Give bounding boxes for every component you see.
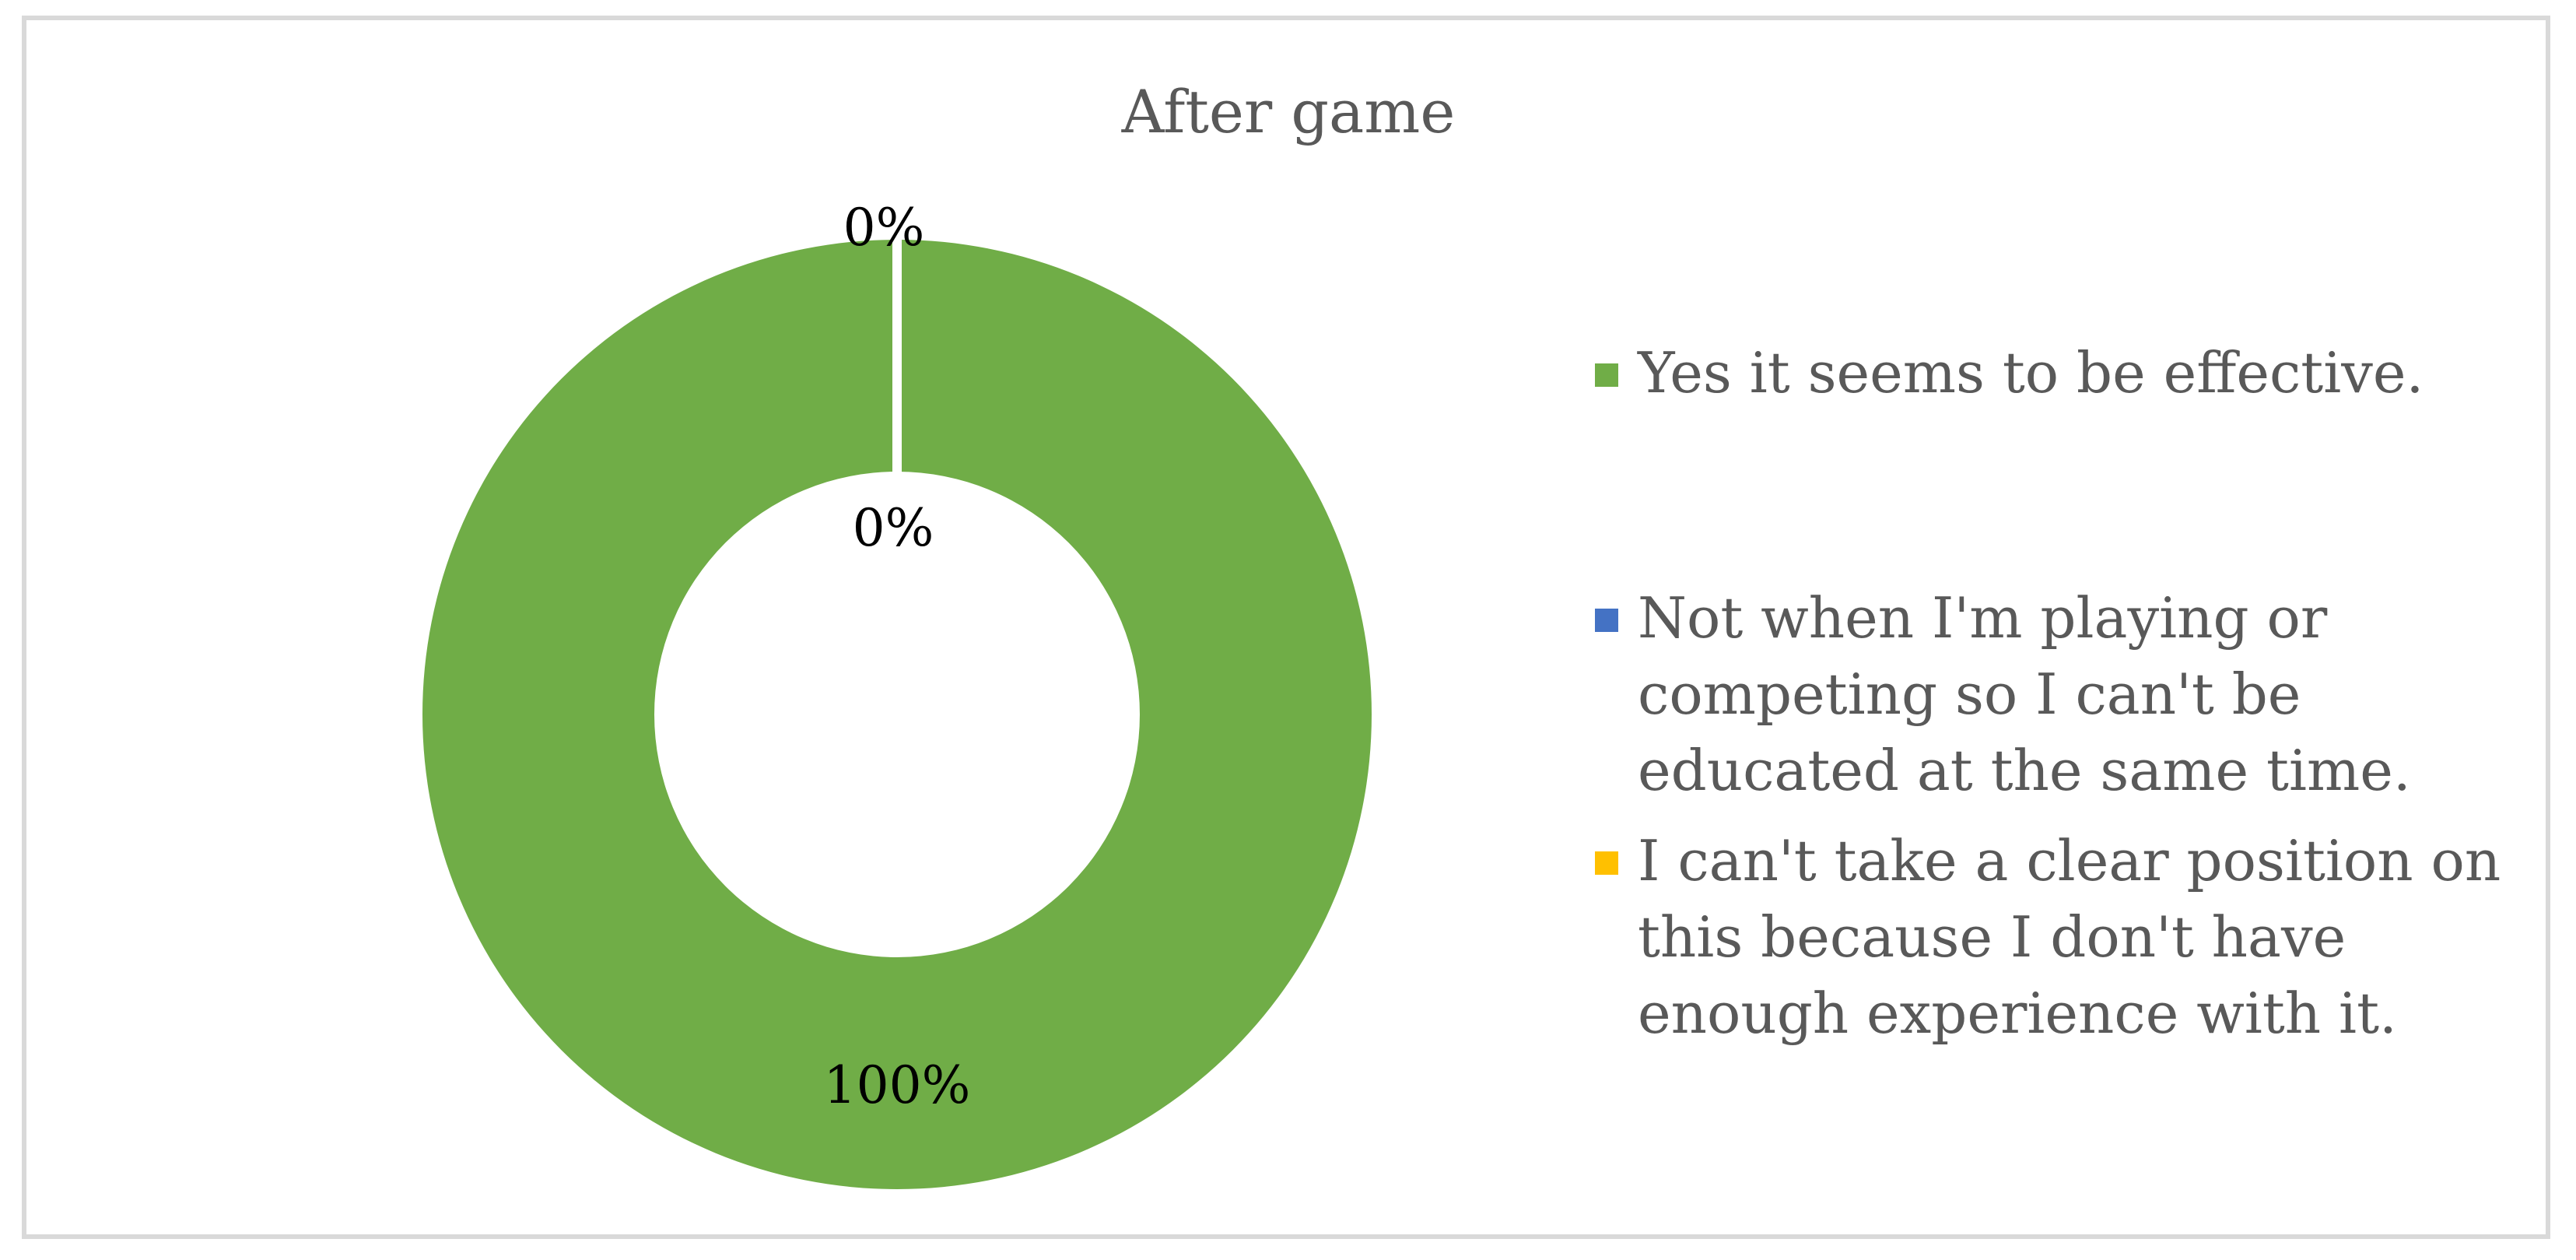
data-label-3: 0% [843, 198, 925, 258]
legend-swatch-3 [1595, 851, 1618, 875]
legend-label-3-line-1: I can't take a clear position on [1638, 828, 2501, 893]
chart-title: After game [1121, 77, 1456, 146]
legend-entry-1: Yes it seems to be effective. [1595, 340, 2424, 405]
legend-label-3-line-2: this because I don't have [1638, 904, 2346, 970]
legend-label-2-line-2: competing so I can't be [1638, 662, 2301, 727]
data-label-2: 0% [853, 498, 934, 558]
legend: Yes it seems to be effective. Not when I'… [1595, 340, 2501, 1046]
doughnut-slice-1 [422, 240, 1372, 1189]
data-labels-group: 100% 0% 0% [824, 198, 971, 1115]
data-label-1: 100% [824, 1055, 971, 1115]
legend-swatch-2 [1595, 609, 1618, 632]
legend-label-1-line-1: Yes it seems to be effective. [1637, 340, 2424, 405]
legend-label-3-line-3: enough experience with it. [1638, 981, 2397, 1046]
legend-swatch-1 [1595, 363, 1618, 387]
legend-label-2-line-1: Not when I'm playing or [1638, 585, 2328, 651]
legend-entry-3: I can't take a clear position on this bec… [1595, 828, 2501, 1046]
legend-entry-2: Not when I'm playing or competing so I ca… [1595, 585, 2411, 803]
slices-group [422, 238, 1372, 1189]
legend-label-2-line-3: educated at the same time. [1638, 738, 2411, 803]
